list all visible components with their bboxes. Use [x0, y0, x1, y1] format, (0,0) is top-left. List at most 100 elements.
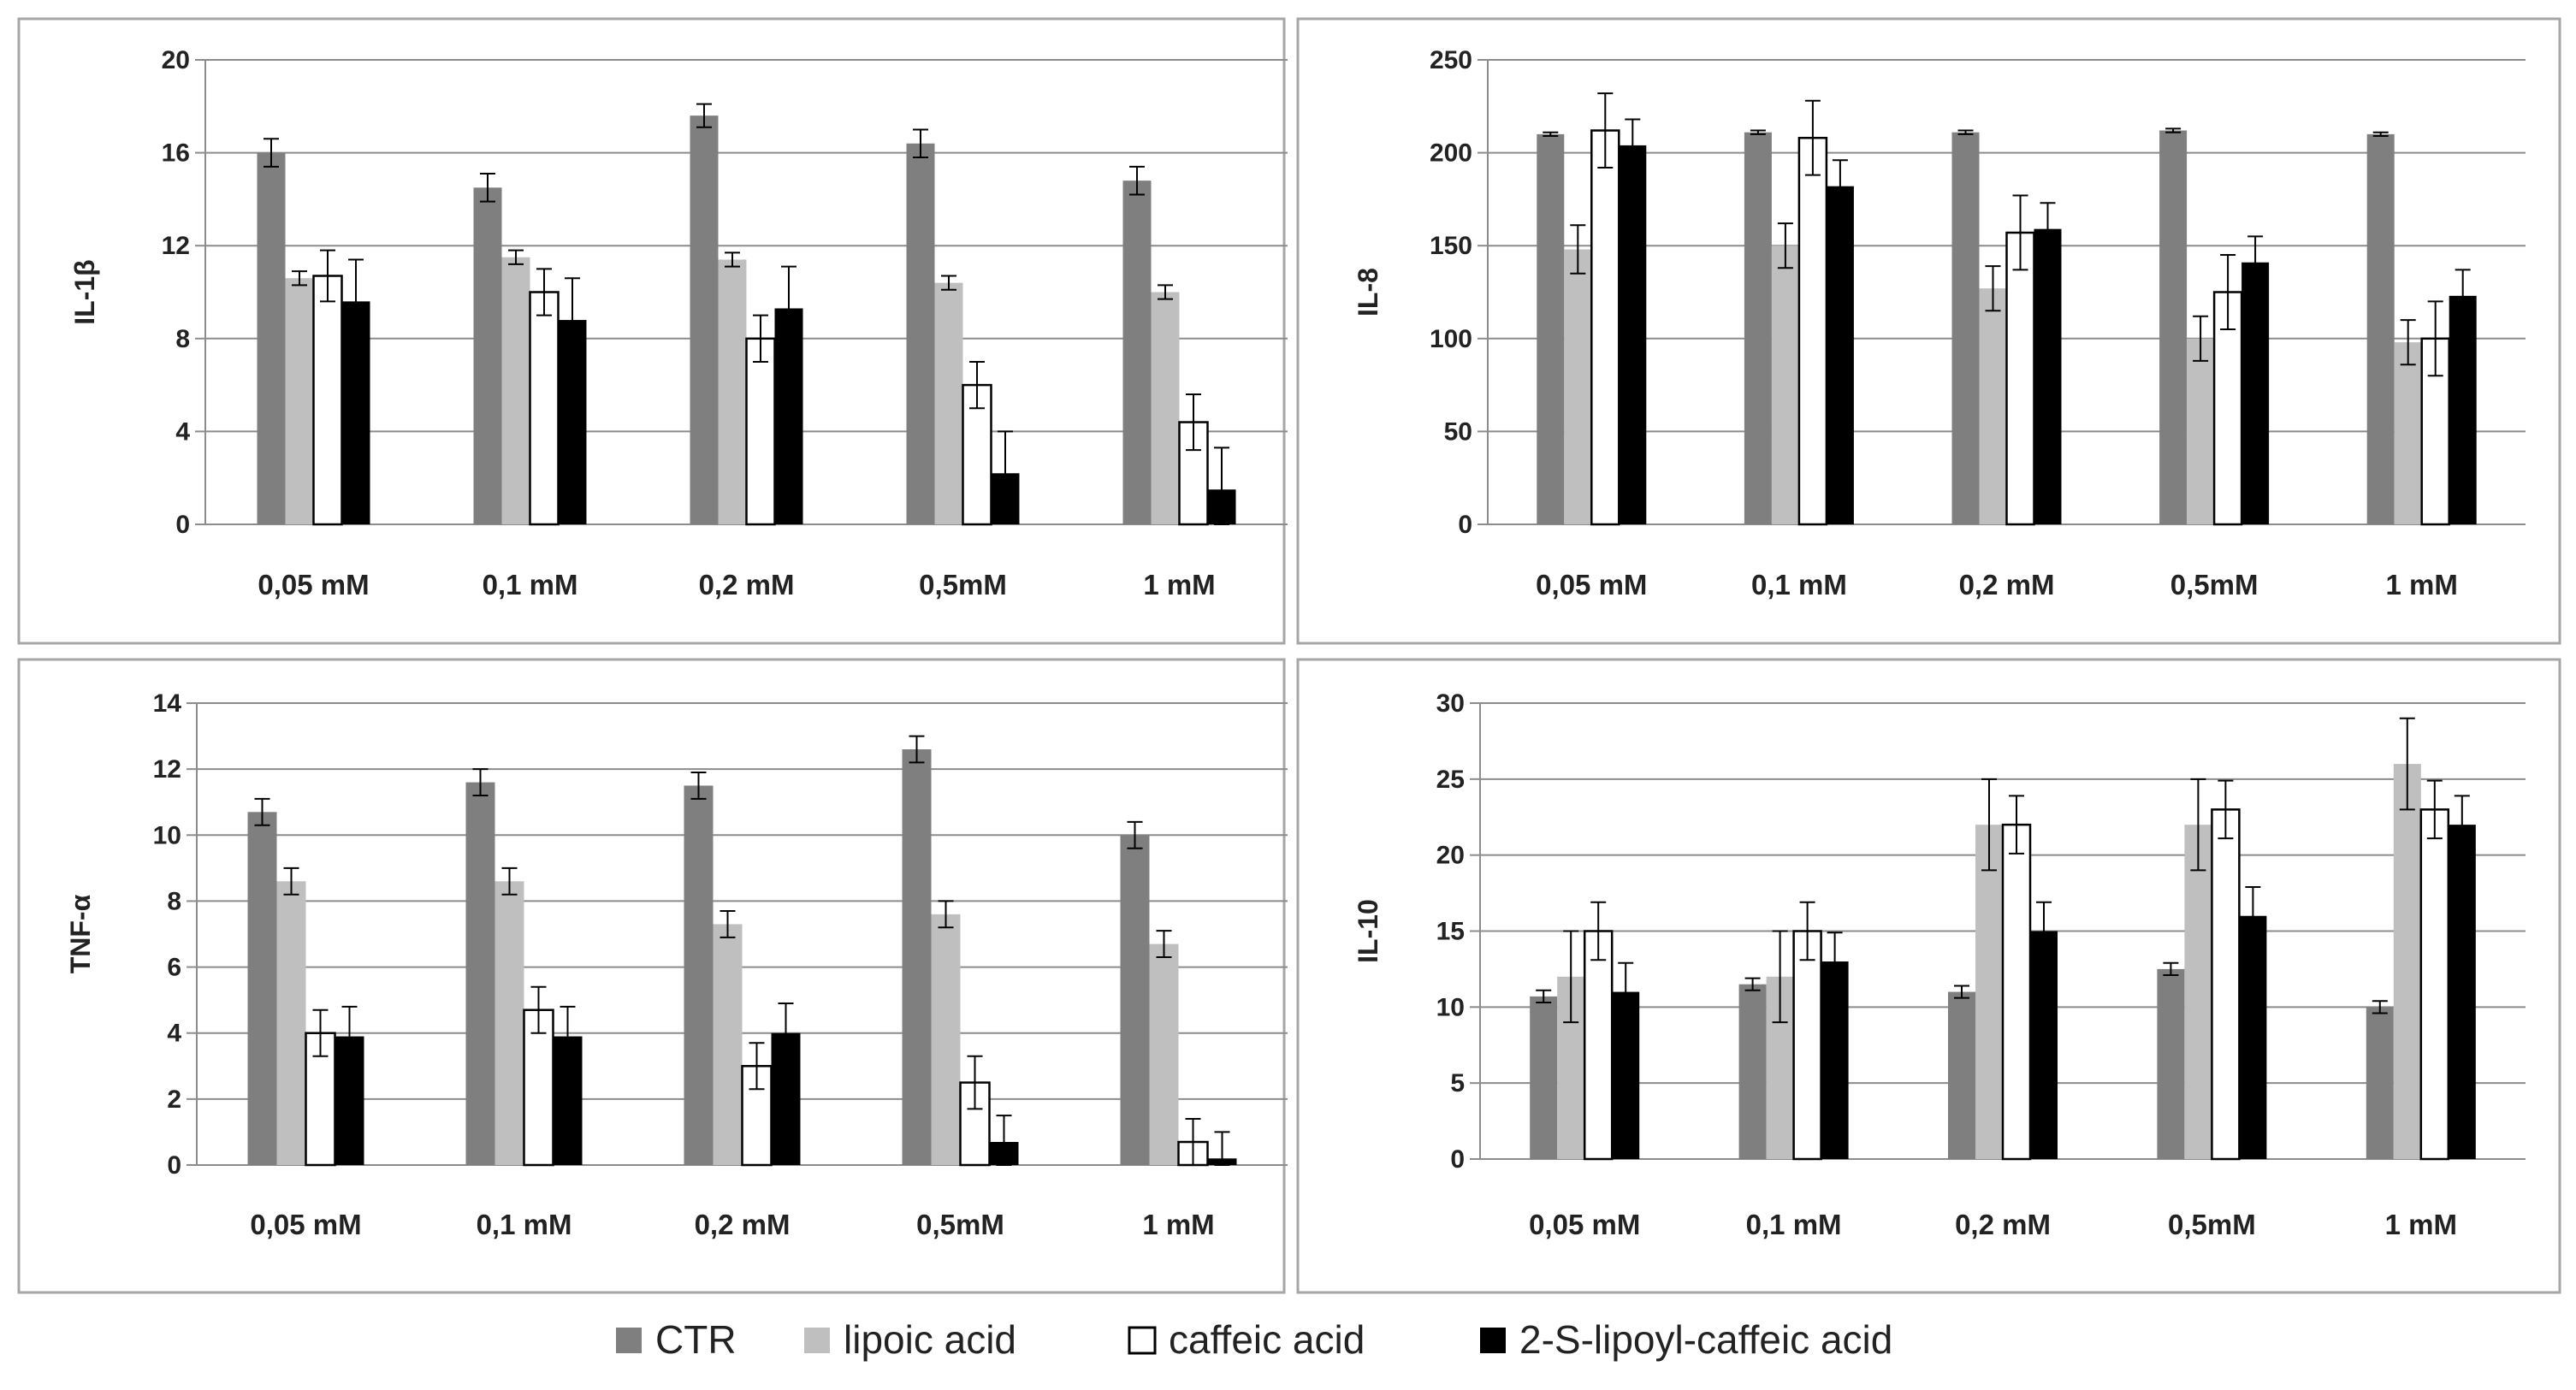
x-category-label: 0,2 mM — [1955, 1209, 2051, 1240]
y-tick-label: 4 — [175, 417, 190, 446]
x-category-label: 1 mM — [2385, 1209, 2457, 1240]
bar — [2419, 808, 2450, 1161]
x-category-label: 0,1 mM — [1746, 1209, 1842, 1240]
bar — [1583, 930, 1614, 1161]
y-tick-label: 10 — [1436, 993, 1465, 1021]
bar — [1738, 984, 1767, 1159]
y-tick-label: 0 — [175, 511, 190, 539]
bar — [2030, 931, 2058, 1159]
panel-frame — [17, 658, 1286, 1294]
x-category-label: 1 mM — [1142, 1209, 1214, 1240]
bar — [501, 257, 530, 524]
y-tick-label: 25 — [1436, 766, 1465, 794]
bar — [494, 881, 524, 1165]
y-tick-label: 0 — [1450, 1145, 1465, 1174]
x-category-label: 0,5mM — [2168, 1209, 2256, 1240]
x-category-label: 0,2 mM — [695, 1209, 791, 1240]
bar — [1122, 180, 1152, 524]
y-axis-label: IL-1β — [69, 259, 100, 324]
y-tick-label: 50 — [1444, 417, 1472, 446]
y-axis-label: IL-10 — [1353, 899, 1383, 963]
legend-swatch — [804, 1328, 830, 1353]
bar — [690, 115, 719, 524]
x-category-label: 0,05 mM — [258, 569, 369, 600]
chart-panel: 0 50 100 150 200 250 IL-8 0,05 mM 0,1 mM 0,2 mM 0,… — [1296, 17, 2561, 645]
bar — [2211, 808, 2241, 1161]
panel-frame — [17, 17, 1286, 645]
panel-frame — [1296, 17, 2561, 645]
y-tick-label: 10 — [153, 821, 181, 849]
bar — [2394, 342, 2422, 524]
bar — [247, 812, 277, 1165]
y-axis-label: IL-8 — [1353, 268, 1383, 316]
bar — [2393, 764, 2421, 1159]
bar — [902, 749, 932, 1165]
y-tick-label: 12 — [162, 232, 190, 260]
x-category-label: 0,2 mM — [1959, 569, 2055, 600]
bar — [2005, 231, 2035, 526]
x-category-label: 1 mM — [1143, 569, 1215, 600]
y-tick-label: 20 — [162, 46, 190, 74]
bar — [906, 143, 935, 525]
x-category-label: 0,5mM — [2170, 569, 2259, 600]
bar — [1826, 186, 1854, 525]
bar — [2184, 825, 2212, 1159]
bar — [1537, 133, 1565, 524]
bar — [2001, 823, 2032, 1161]
chart-panel: 0 5 10 15 20 25 30 IL-10 0,05 mM 0,1 mM 0,2 mM 0,5m… — [1296, 658, 2561, 1294]
legend-label: 2-S-lipoyl-caffeic acid — [1519, 1317, 1892, 1362]
y-tick-label: 5 — [1450, 1069, 1465, 1097]
bar — [931, 914, 961, 1165]
bar — [1948, 991, 1975, 1159]
bar — [2241, 262, 2270, 524]
legend-swatch — [616, 1328, 642, 1353]
bar — [276, 881, 306, 1165]
legend-swatch — [1480, 1328, 1506, 1353]
legend: CTR lipoic acid caffeic acid 2-S-lipoyl-caf… — [616, 1317, 1892, 1362]
bar — [1979, 288, 2007, 524]
y-tick-label: 6 — [167, 954, 181, 982]
y-tick-label: 4 — [167, 1020, 181, 1048]
bar — [1120, 835, 1150, 1165]
x-category-label: 0,1 mM — [1751, 569, 1847, 600]
bar — [1744, 132, 1772, 524]
bar — [1771, 245, 1799, 524]
bar — [2034, 228, 2062, 524]
y-tick-label: 14 — [153, 689, 182, 718]
bar — [1821, 961, 1849, 1159]
x-category-label: 0,2 mM — [699, 569, 795, 600]
bar — [1149, 943, 1179, 1165]
y-tick-label: 250 — [1430, 46, 1472, 74]
panel-frame — [1296, 658, 2561, 1294]
bar — [1619, 145, 1647, 525]
bar — [745, 337, 776, 526]
y-tick-label: 12 — [153, 755, 181, 784]
y-tick-label: 0 — [167, 1151, 181, 1180]
bar — [1797, 136, 1828, 526]
bar — [1564, 249, 1592, 524]
bar — [529, 291, 560, 526]
x-category-label: 0,05 mM — [250, 1209, 361, 1240]
y-tick-label: 30 — [1436, 689, 1465, 718]
x-category-label: 0,05 mM — [1536, 569, 1647, 600]
y-tick-label: 100 — [1430, 325, 1472, 353]
bar — [465, 782, 495, 1165]
y-tick-label: 200 — [1430, 139, 1472, 168]
bar — [473, 187, 502, 524]
x-category-label: 0,1 mM — [477, 1209, 572, 1240]
legend-label: caffeic acid — [1169, 1317, 1365, 1362]
bar — [1951, 132, 1980, 524]
bar — [2159, 130, 2188, 524]
legend-swatch — [1128, 1326, 1157, 1355]
bar — [312, 275, 343, 526]
y-tick-label: 16 — [162, 139, 190, 168]
y-tick-label: 15 — [1436, 918, 1465, 946]
x-category-label: 0,05 mM — [1529, 1209, 1640, 1240]
bar — [718, 259, 747, 524]
bar — [1530, 996, 1558, 1159]
y-tick-label: 8 — [175, 325, 190, 353]
y-tick-label: 2 — [167, 1085, 181, 1114]
bar — [2366, 133, 2395, 524]
bar — [2187, 338, 2215, 524]
